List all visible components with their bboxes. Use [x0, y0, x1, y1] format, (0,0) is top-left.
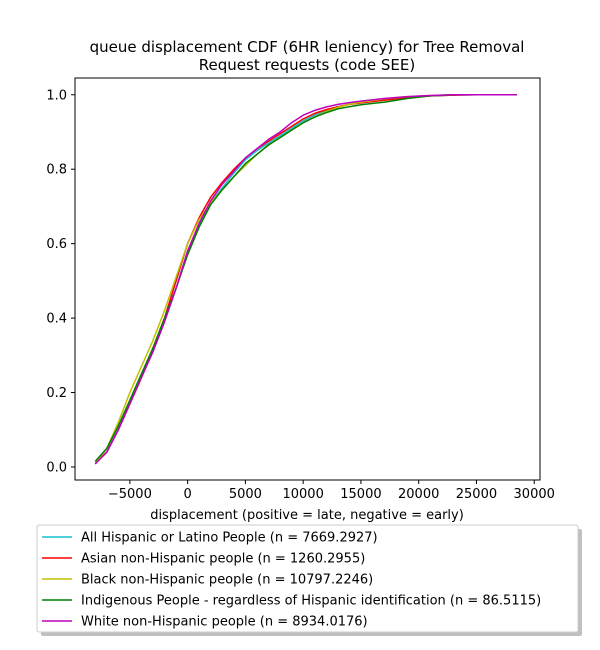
legend-label-3: Indigenous People - regardless of Hispan… — [81, 594, 541, 609]
y-tick-label: 0.0 — [46, 460, 67, 475]
legend-label-4: White non-Hispanic people (n = 8934.0176… — [81, 615, 368, 630]
plot-series-group — [94, 94, 517, 465]
x-tick-label: 0 — [183, 487, 191, 502]
legend-label-2: Black non-Hispanic people (n = 10797.224… — [81, 573, 373, 588]
y-tick-label: 0.6 — [46, 237, 67, 252]
legend-label-0: All Hispanic or Latino People (n = 7669.… — [81, 531, 378, 546]
y-tick-label: 0.4 — [46, 312, 67, 327]
legend: All Hispanic or Latino People (n = 7669.… — [36, 524, 582, 636]
legend-label-1: Asian non-Hispanic people (n = 1260.2955… — [81, 552, 365, 567]
x-axis: −5000 0 5000 10000 15000 20000 25000 30000 — [108, 480, 555, 502]
x-tick-label: 20000 — [398, 487, 439, 502]
x-tick-label: 25000 — [456, 487, 497, 502]
series-line-4 — [94, 94, 517, 465]
y-tick-label: 0.8 — [46, 163, 67, 178]
x-tick-label: −5000 — [108, 487, 152, 502]
y-axis: 0.0 0.2 0.4 0.6 0.8 1.0 — [46, 88, 75, 475]
series-line-3 — [94, 94, 517, 462]
chart-title-line-2: Request requests (code SEE) — [199, 56, 415, 74]
series-line-1 — [94, 94, 517, 464]
x-tick-label: 15000 — [340, 487, 381, 502]
y-tick-label: 1.0 — [46, 88, 67, 103]
x-axis-label: displacement (positive = late, negative … — [150, 508, 464, 523]
plot-frame — [74, 77, 541, 481]
x-tick-label: 5000 — [229, 487, 262, 502]
x-tick-label: 10000 — [282, 487, 323, 502]
x-tick-label: 30000 — [514, 487, 555, 502]
series-line-2 — [94, 94, 517, 464]
series-line-0 — [94, 94, 517, 464]
y-tick-label: 0.2 — [46, 386, 67, 401]
legend-box — [36, 524, 579, 633]
chart-title-line-1: queue displacement CDF (6HR leniency) fo… — [90, 38, 525, 56]
legend-entries: All Hispanic or Latino People (n = 7669.… — [42, 531, 541, 630]
